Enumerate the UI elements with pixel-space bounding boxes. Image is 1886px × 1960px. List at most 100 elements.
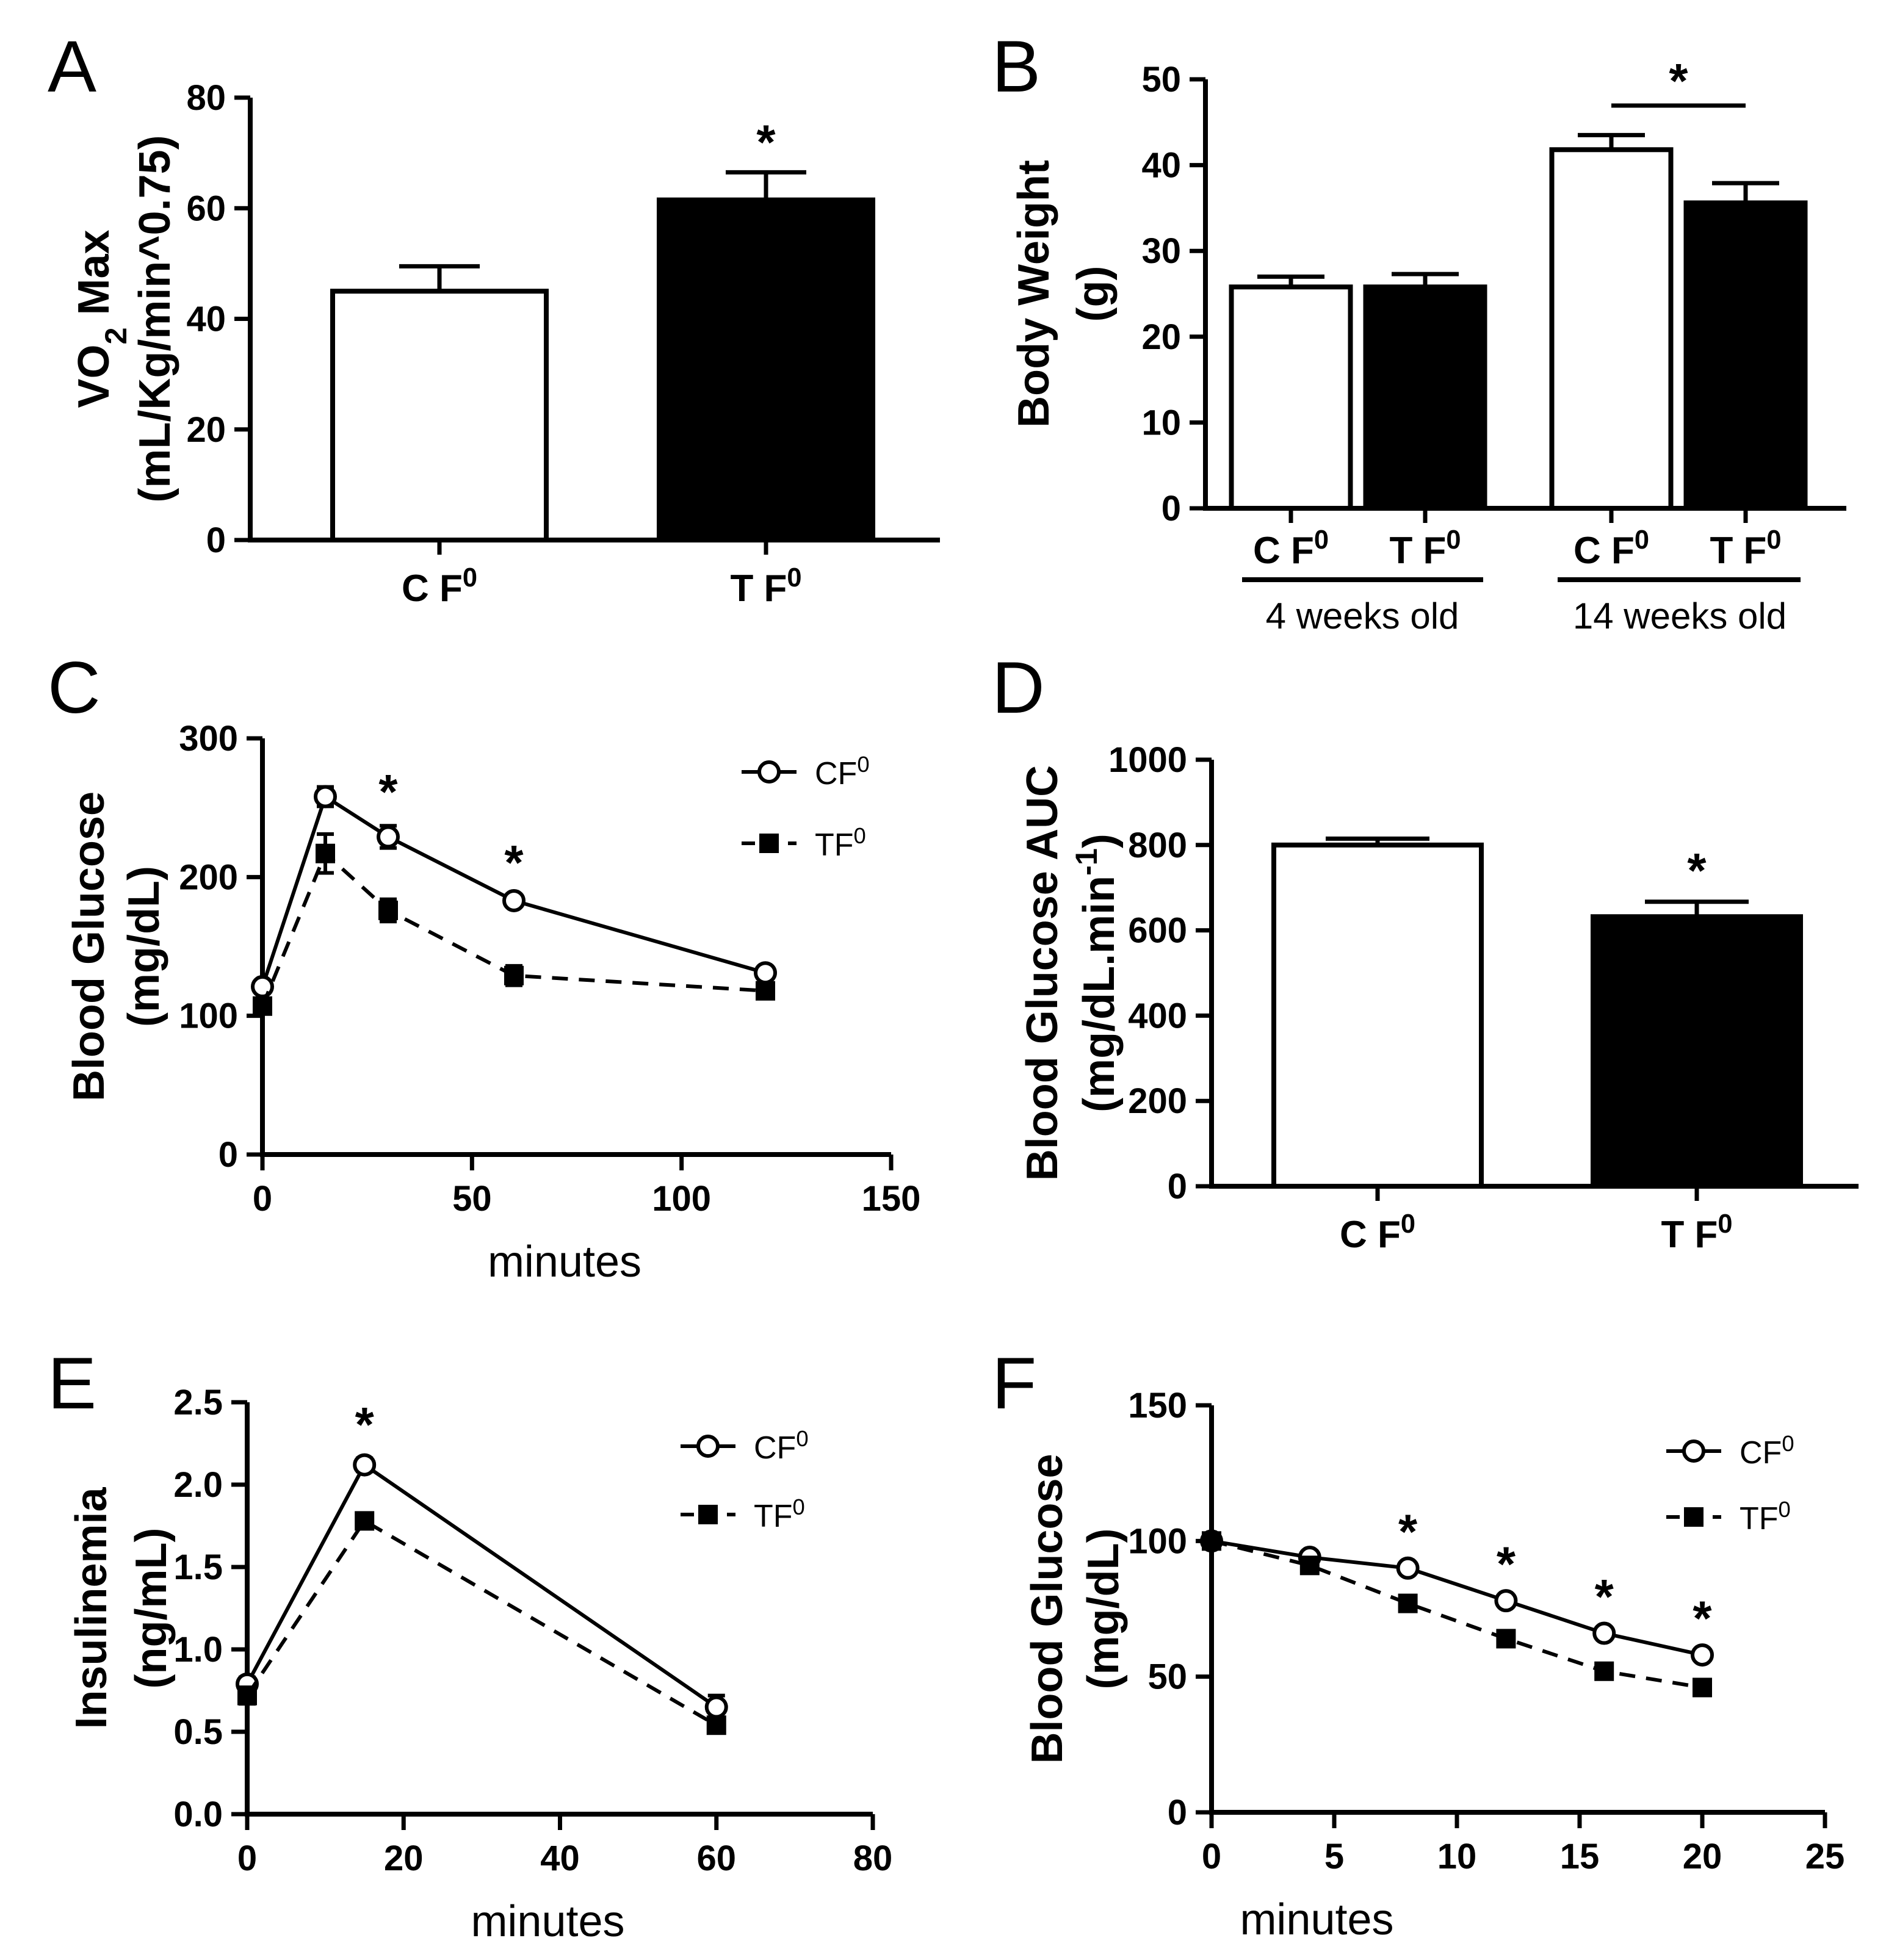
panel-f: F 0 50 100 150 0 5 10 15 20 25 minutes Blood Glucose… xyxy=(992,1342,1844,1944)
significance-star: * xyxy=(378,765,398,819)
legend-label: TF0 xyxy=(815,823,866,863)
data-point-filled-square xyxy=(759,834,779,853)
data-point-filled-square xyxy=(698,1505,718,1524)
significance-star: * xyxy=(1687,843,1707,898)
y-tick-label: 100 xyxy=(1128,1521,1187,1561)
data-point-filled-square xyxy=(756,981,775,1001)
x-tick-label: 100 xyxy=(652,1179,711,1219)
y-tick-label: 150 xyxy=(1128,1386,1187,1425)
y-tick-label: 200 xyxy=(179,857,238,897)
bar xyxy=(1229,284,1353,511)
x-tick-label: 60 xyxy=(696,1839,736,1878)
y-tick-label: 50 xyxy=(1141,60,1181,99)
panel-label: A xyxy=(48,26,96,107)
y-tick-label: 1000 xyxy=(1108,740,1187,780)
y-tick-label: 800 xyxy=(1128,826,1187,865)
x-tick-label: 40 xyxy=(540,1839,580,1878)
y-axis-label-line1: Blood Glucose xyxy=(1023,1454,1072,1764)
data-point-open-circle xyxy=(377,825,400,849)
x-tick-label: 10 xyxy=(1437,1837,1477,1876)
x-category-label: C F0 xyxy=(402,563,477,610)
y-tick-label: 50 xyxy=(1147,1657,1187,1697)
y-tick-label: 400 xyxy=(1128,996,1187,1036)
series-line-cf xyxy=(1211,1539,1703,1657)
y-tick-label: 2.0 xyxy=(173,1465,223,1505)
y-tick-label: 300 xyxy=(179,719,238,758)
significance-star: * xyxy=(1595,1569,1614,1624)
significance-star: * xyxy=(1398,1504,1418,1558)
bar xyxy=(330,289,549,542)
legend-label: CF0 xyxy=(815,752,870,792)
y-tick-label: 0 xyxy=(219,1135,238,1175)
y-tick-label: 30 xyxy=(1141,231,1181,271)
legend-label: TF0 xyxy=(754,1494,805,1535)
significance-star: * xyxy=(1693,1591,1712,1646)
data-point-open-circle xyxy=(757,760,781,784)
y-tick-label: 20 xyxy=(1141,317,1181,357)
data-point-filled-square xyxy=(316,843,335,863)
data-point-filled-square xyxy=(706,1715,726,1735)
y-tick-label: 0 xyxy=(1168,1793,1187,1832)
data-point-open-circle xyxy=(353,1453,377,1477)
y-axis-label-line2: (mg/dL) xyxy=(1079,1529,1128,1690)
y-axis-label-line2: (mg/dL.min-1) xyxy=(1069,834,1124,1112)
significance-star: * xyxy=(355,1397,375,1452)
x-tick-label: 5 xyxy=(1324,1837,1344,1876)
group-label: 4 weeks old xyxy=(1266,596,1459,636)
y-tick-label: 1.0 xyxy=(173,1630,223,1670)
x-tick-label: 25 xyxy=(1805,1837,1845,1876)
series-line-tf xyxy=(1211,1539,1703,1690)
data-point-open-circle xyxy=(704,1695,728,1719)
significance-star: * xyxy=(504,835,524,890)
series-line-cf xyxy=(245,1462,718,1709)
data-point-filled-square xyxy=(1684,1507,1704,1527)
x-tick-label: 0 xyxy=(253,1179,272,1219)
data-point-open-circle xyxy=(754,961,777,985)
panel-label: D xyxy=(992,647,1045,729)
x-tick-label: 150 xyxy=(862,1179,921,1219)
x-axis-label: minutes xyxy=(1240,1895,1393,1944)
y-tick-label: 80 xyxy=(186,78,226,118)
data-point-filled-square xyxy=(1693,1677,1712,1698)
y-tick-label: 0 xyxy=(1162,489,1181,528)
y-axis-label-line2: (mL/Kg/min^0.75) xyxy=(131,135,179,502)
y-tick-label: 10 xyxy=(1141,403,1181,442)
y-axis-label-line1: Insulinemia xyxy=(67,1486,116,1729)
data-point-filled-square xyxy=(378,900,398,920)
data-point-open-circle xyxy=(1592,1621,1616,1645)
data-point-filled-square xyxy=(253,996,272,1016)
legend-label: CF0 xyxy=(1740,1431,1794,1471)
panel-e: E 0.0 0.5 1.0 1.5 2.0 2.5 0 20 40 60 80 minutes Insul… xyxy=(48,1342,892,1946)
data-point-filled-square xyxy=(237,1685,257,1706)
x-tick-label: 15 xyxy=(1560,1837,1600,1876)
y-tick-label: 40 xyxy=(1141,146,1181,186)
y-tick-label: 1.5 xyxy=(173,1547,223,1587)
legend-label: TF0 xyxy=(1740,1497,1791,1537)
y-tick-label: 0.5 xyxy=(173,1712,223,1752)
legend-label: CF0 xyxy=(754,1426,809,1466)
panel-label: B xyxy=(992,26,1041,107)
x-axis-label: minutes xyxy=(471,1897,624,1946)
panel-d: D 0 200 400 600 800 1000 Blood Glucose AUC (mg/d… xyxy=(992,647,1859,1256)
bar xyxy=(1363,284,1487,511)
group-label: 14 weeks old xyxy=(1573,596,1787,636)
y-tick-label: 600 xyxy=(1128,911,1187,951)
panel-label: C xyxy=(48,647,101,729)
y-axis-label-line1: Body Weight xyxy=(1010,160,1058,428)
data-point-filled-square xyxy=(1202,1531,1221,1551)
data-point-filled-square xyxy=(1496,1629,1516,1649)
y-axis-label-line1: VO2 Max xyxy=(70,229,133,408)
x-category-label: T F0 xyxy=(1710,525,1781,572)
x-tick-label: 50 xyxy=(452,1179,492,1219)
x-tick-label: 20 xyxy=(384,1839,424,1878)
data-point-open-circle xyxy=(696,1435,720,1458)
y-axis-label-line2: (g) xyxy=(1069,266,1118,322)
significance-star: * xyxy=(1669,54,1688,108)
x-tick-label: 80 xyxy=(853,1839,893,1878)
x-tick-label: 20 xyxy=(1683,1837,1722,1876)
data-point-filled-square xyxy=(355,1511,375,1531)
y-tick-label: 200 xyxy=(1128,1081,1187,1121)
panel-label: F xyxy=(992,1342,1036,1424)
data-point-filled-square xyxy=(1299,1555,1320,1576)
